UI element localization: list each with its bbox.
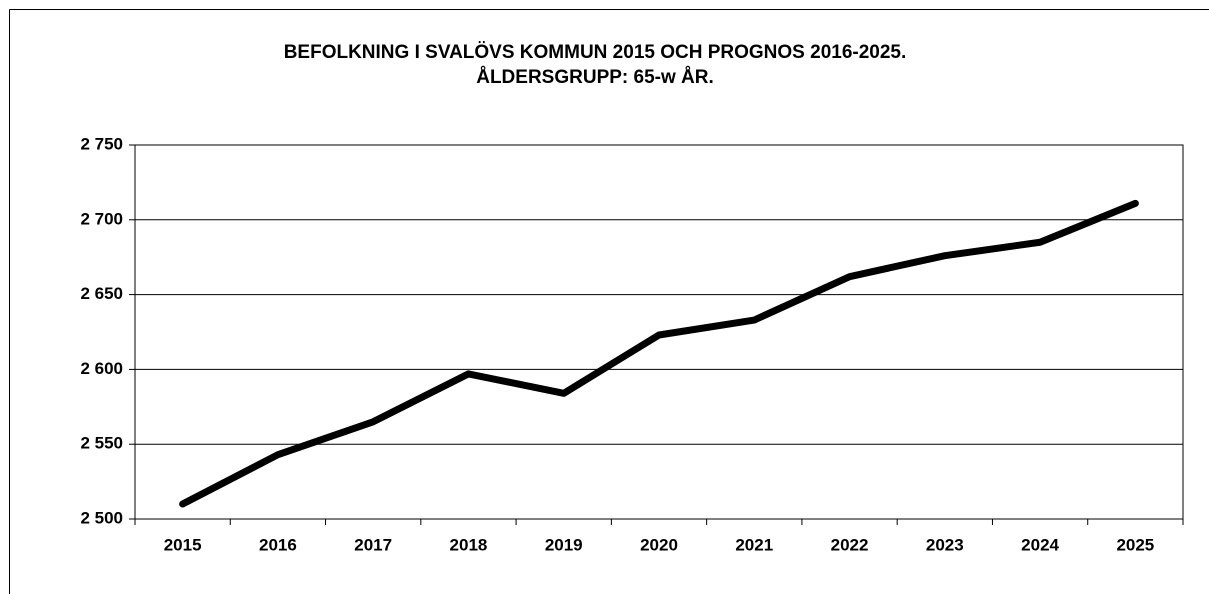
plot-border xyxy=(134,144,1184,520)
x-tick-label: 2022 xyxy=(831,535,869,554)
data-line xyxy=(179,199,1139,508)
x-tick-label: 2017 xyxy=(354,535,392,554)
y-tick-label: 2 750 xyxy=(80,134,123,153)
y-tick-label: 2 550 xyxy=(80,434,123,453)
chart-subtitle: ÅLDERSGRUPP: 65-w ÅR. xyxy=(476,67,714,88)
x-tick-label: 2021 xyxy=(735,535,773,554)
x-tick-label: 2020 xyxy=(640,535,678,554)
x-tick-label: 2023 xyxy=(926,535,964,554)
x-tick-label: 2018 xyxy=(450,535,488,554)
y-tick-label: 2 700 xyxy=(80,209,123,228)
y-tick-label: 2 500 xyxy=(80,508,123,527)
x-tick-label: 2019 xyxy=(545,535,583,554)
y-tick-label: 2 600 xyxy=(80,359,123,378)
x-tick-label: 2025 xyxy=(1116,535,1154,554)
y-tick-label: 2 650 xyxy=(80,284,123,303)
x-tick-label: 2024 xyxy=(1021,535,1059,554)
x-tick-label: 2015 xyxy=(164,535,202,554)
x-tick-label: 2016 xyxy=(259,535,297,554)
chart-title: BEFOLKNING I SVALÖVS KOMMUN 2015 OCH PRO… xyxy=(284,42,907,63)
